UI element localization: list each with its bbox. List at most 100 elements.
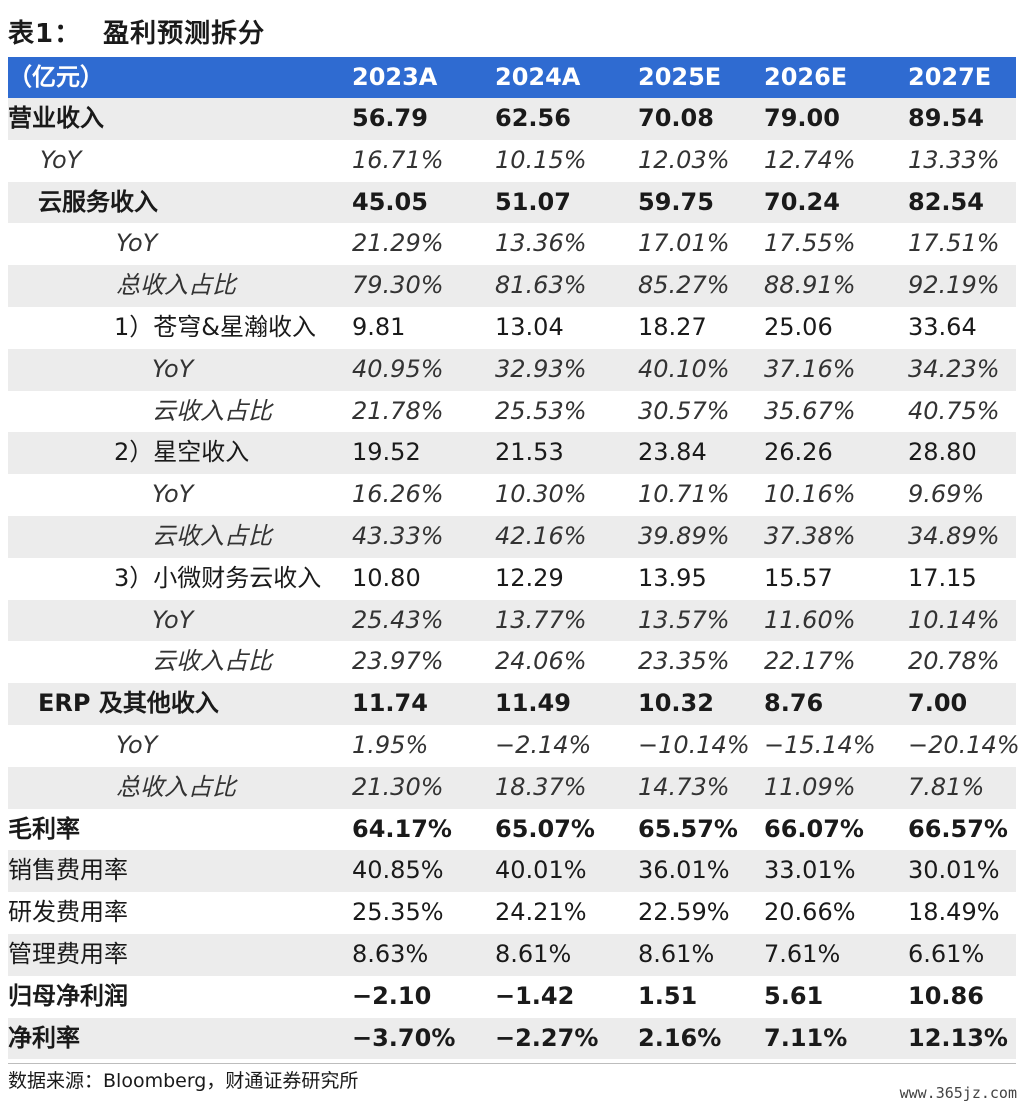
table-cell: 23.35%	[638, 647, 730, 676]
table-cell: 79.30%	[352, 271, 444, 300]
row-label: 归母净利润	[8, 981, 128, 1010]
table-row: YoY 16.26% 10.30% 10.71% 10.16% 9.69%	[8, 474, 1016, 516]
table-row: 销售费用率 40.85% 40.01% 36.01% 33.01% 30.01%	[8, 850, 1016, 893]
table-row: 净利率 −3.70% −2.27% 2.16% 7.11% 12.13%	[8, 1017, 1016, 1060]
table-row: 1）苍穹&星瀚收入 9.81 13.04 18.27 25.06 33.64	[8, 307, 1016, 349]
table-cell: 51.07	[495, 187, 571, 216]
table-cell: 39.89%	[638, 521, 730, 550]
row-label: 管理费用率	[8, 939, 128, 968]
row-label: YoY	[152, 480, 194, 509]
column-header-2024a: 2024A	[495, 63, 581, 91]
table-cell: 6.61%	[908, 939, 985, 968]
earnings-forecast-table: （亿元） 2023A 2024A 2025E 2026E 2027E 营业收入 …	[8, 57, 1020, 1060]
table-cell: 30.01%	[908, 856, 1000, 885]
row-label: 毛利率	[8, 814, 80, 843]
table-cell: 8.76	[764, 689, 824, 718]
table-row: 总收入占比 79.30% 81.63% 85.27% 88.91% 92.19%	[8, 265, 1016, 307]
table-number: 表1：	[8, 19, 82, 49]
table-cell: 26.26	[764, 438, 833, 467]
row-label: 总收入占比	[116, 772, 236, 801]
table-cell: 7.81%	[908, 772, 985, 801]
table-cell: 18.37%	[495, 772, 587, 801]
table-cell: 70.24	[764, 187, 840, 216]
unit-header: （亿元）	[8, 63, 104, 91]
row-label: YoY	[40, 145, 82, 174]
table-cell: 45.05	[352, 187, 428, 216]
table-cell: 25.53%	[495, 396, 587, 425]
table-cell: 64.17%	[352, 814, 452, 843]
table-cell: 40.95%	[352, 354, 444, 383]
table-cell: 13.36%	[495, 229, 587, 258]
table-cell: 40.01%	[495, 856, 587, 885]
table-cell: 66.57%	[908, 814, 1008, 843]
watermark: www.365jz.com	[899, 1084, 1017, 1102]
table-cell: −20.14%	[908, 730, 1020, 759]
table-cell: 70.08	[638, 104, 714, 132]
table-cell: 25.43%	[352, 605, 444, 634]
row-label: 净利率	[8, 1023, 80, 1052]
table-row: 研发费用率 25.35% 24.21% 22.59% 20.66% 18.49%	[8, 892, 1016, 934]
table-row: 云收入占比 43.33% 42.16% 39.89% 37.38% 34.89%	[8, 515, 1016, 558]
table-cell: −1.42	[495, 981, 575, 1010]
table-cell: 34.23%	[908, 354, 1000, 383]
table-cell: 21.78%	[352, 396, 444, 425]
table-cell: 7.61%	[764, 939, 841, 968]
table-cell: 11.74	[352, 689, 428, 718]
table-cell: 8.63%	[352, 939, 429, 968]
table-cell: 12.74%	[764, 145, 856, 174]
table-cell: 66.07%	[764, 814, 864, 843]
table-cell: 10.16%	[764, 480, 856, 509]
table-cell: 43.33%	[352, 521, 444, 550]
table-cell: 20.78%	[908, 647, 1000, 676]
row-label: 云收入占比	[152, 647, 272, 676]
table-cell: 32.93%	[495, 354, 587, 383]
table-row: YoY 16.71% 10.15% 12.03% 12.74% 13.33%	[8, 140, 1016, 182]
table-cell: 25.35%	[352, 898, 444, 927]
table-cell: 35.67%	[764, 396, 856, 425]
table-cell: 13.33%	[908, 145, 1000, 174]
table-cell: 21.29%	[352, 229, 444, 258]
source-note: 数据来源：Bloomberg，财通证券研究所	[8, 1070, 359, 1092]
row-label: YoY	[116, 730, 158, 759]
table-row: ERP 及其他收入 11.74 11.49 10.32 8.76 7.00	[8, 683, 1016, 725]
table-cell: 82.54	[908, 187, 984, 216]
table-cell: 12.03%	[638, 145, 730, 174]
table-bottom-rule	[8, 1063, 1016, 1064]
table-cell: 18.27	[638, 312, 707, 341]
table-cell: 8.61%	[638, 939, 715, 968]
table-cell: 85.27%	[638, 271, 730, 300]
table-cell: 36.01%	[638, 856, 730, 885]
row-label: 2）星空收入	[114, 438, 250, 467]
table-cell: 21.30%	[352, 772, 444, 801]
row-label: 营业收入	[8, 104, 104, 132]
table-row: 毛利率 64.17% 65.07% 65.57% 66.07% 66.57%	[8, 809, 1016, 851]
table-cell: −2.27%	[495, 1023, 599, 1052]
table-cell: 14.73%	[638, 772, 730, 801]
row-label: 总收入占比	[116, 271, 236, 300]
table-cell: 10.86	[908, 981, 984, 1010]
table-cell: 11.60%	[764, 605, 856, 634]
column-header-2025e: 2025E	[638, 63, 722, 91]
table-cell: 8.61%	[495, 939, 572, 968]
table-cell: 16.26%	[352, 480, 444, 509]
column-header-2026e: 2026E	[764, 63, 848, 91]
table-cell: 10.32	[638, 689, 714, 718]
table-cell: 25.06	[764, 312, 833, 341]
table-row: 总收入占比 21.30% 18.37% 14.73% 11.09% 7.81%	[8, 766, 1016, 809]
table-cell: −10.14%	[638, 730, 750, 759]
table-cell: 9.81	[352, 312, 406, 341]
row-label: ERP 及其他收入	[38, 689, 219, 718]
row-label: YoY	[116, 229, 158, 258]
row-label: 云服务收入	[38, 187, 158, 216]
table-cell: 92.19%	[908, 271, 1000, 300]
table-row: YoY 1.95% −2.14% −10.14% −15.14% −20.14%	[8, 725, 1020, 767]
table-title-text: 盈利预测拆分	[103, 19, 266, 49]
table-row: 云收入占比 23.97% 24.06% 23.35% 22.17% 20.78%	[8, 641, 1016, 683]
row-label: 云收入占比	[152, 396, 272, 425]
table-cell: −2.14%	[495, 730, 592, 759]
table-cell: 89.54	[908, 104, 984, 132]
table-cell: 16.71%	[352, 145, 444, 174]
table-row: YoY 25.43% 13.77% 13.57% 11.60% 10.14%	[8, 599, 1016, 642]
table-cell: 42.16%	[495, 521, 587, 550]
table-cell: 33.01%	[764, 856, 856, 885]
